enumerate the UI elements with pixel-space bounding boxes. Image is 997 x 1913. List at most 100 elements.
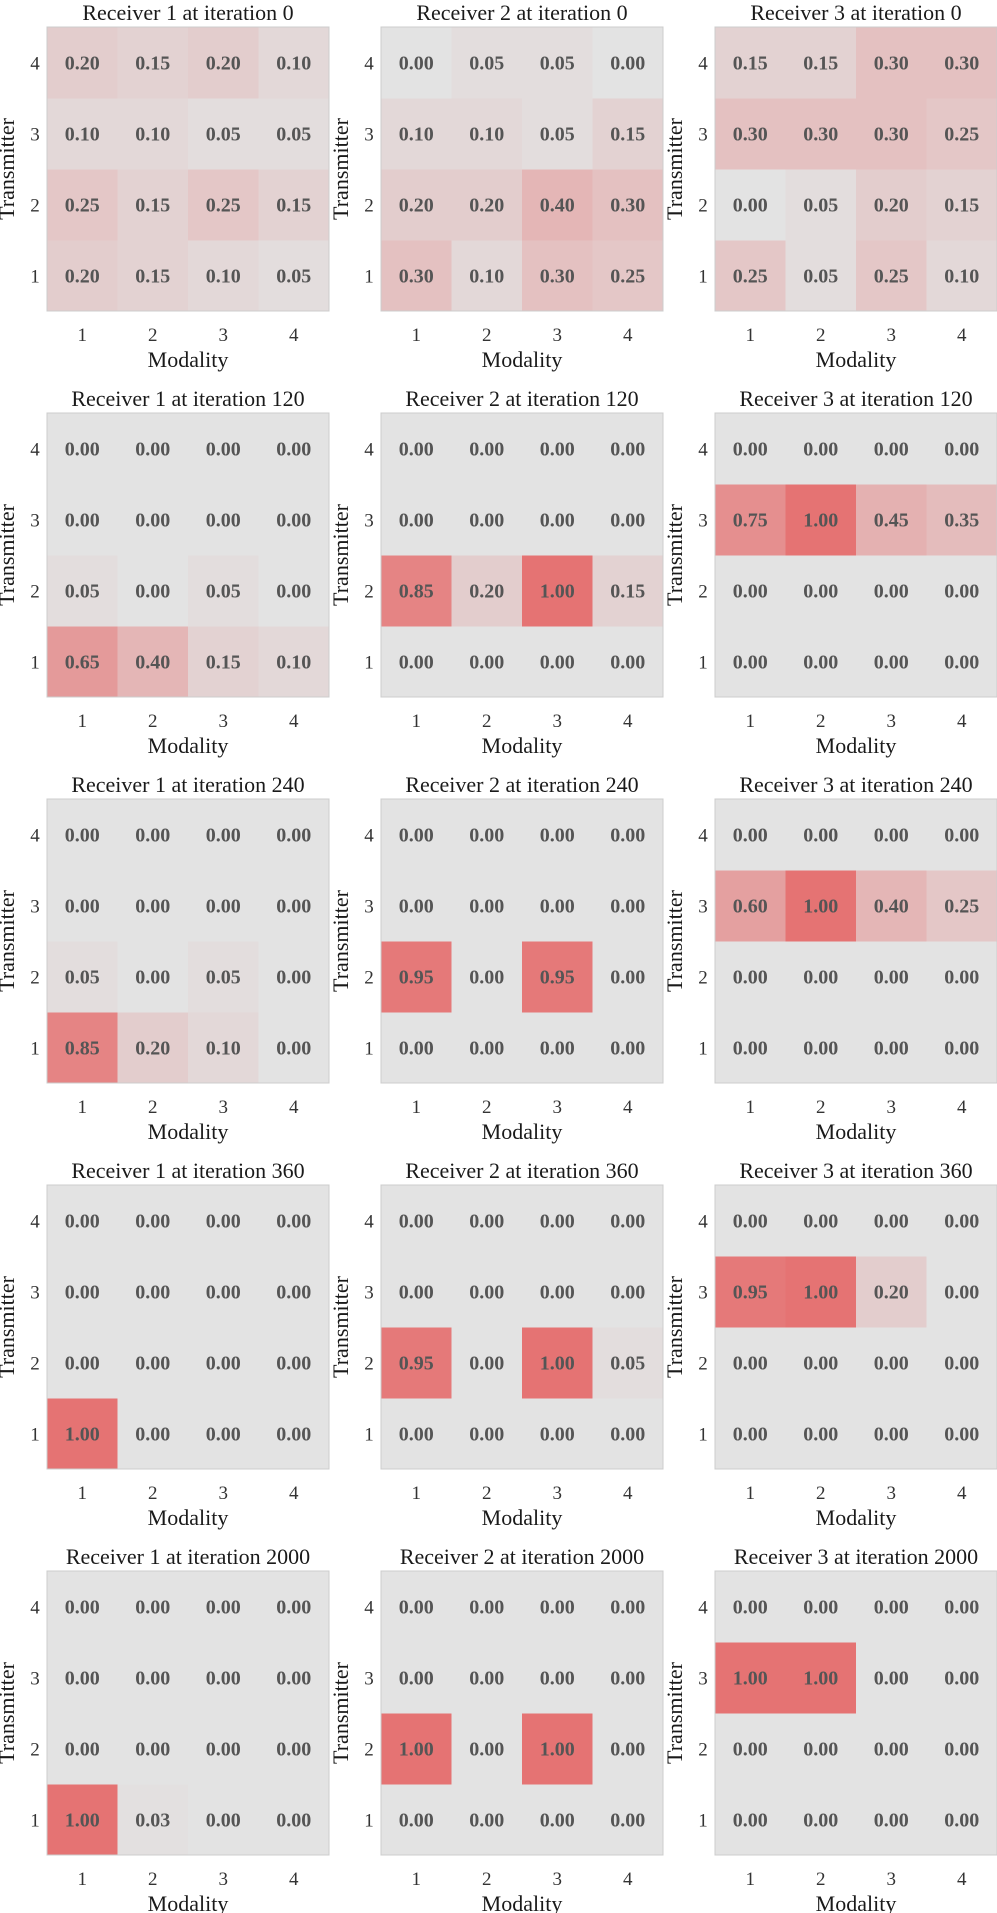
x-tick-label: 2 bbox=[816, 711, 826, 732]
y-tick-label: 3 bbox=[364, 897, 374, 918]
cell-value-label: 0.00 bbox=[733, 1810, 768, 1832]
y-tick-label: 2 bbox=[698, 968, 708, 989]
heatmap-cell bbox=[856, 27, 927, 99]
x-tick-label: 2 bbox=[482, 1869, 492, 1890]
cell-value-label: 0.25 bbox=[944, 896, 979, 918]
heatmap-cell bbox=[188, 413, 259, 485]
plot-frame bbox=[380, 26, 664, 312]
panel-title: Receiver 2 at iteration 0 bbox=[416, 0, 627, 25]
heatmap-cell bbox=[785, 1642, 857, 1714]
cell-value-label: 0.00 bbox=[733, 1353, 768, 1375]
cell-value-label: 0.10 bbox=[469, 124, 504, 146]
y-tick-label: 3 bbox=[30, 1669, 40, 1690]
x-tick-label: 3 bbox=[553, 1097, 563, 1118]
y-tick-label: 2 bbox=[364, 196, 374, 217]
cell-value-label: 0.00 bbox=[135, 510, 170, 532]
cell-value-label: 0.00 bbox=[874, 1597, 909, 1619]
heatmap-panel: Receiver 3 at iteration 360 0.00 0.00 0.00 0… bbox=[662, 1158, 997, 1530]
heatmap-cell bbox=[785, 941, 857, 1013]
x-axis-label: Modality bbox=[482, 347, 563, 372]
heatmap-cell bbox=[258, 1327, 330, 1399]
heatmap-panel: Receiver 1 at iteration 0 0.20 0.15 0.10 0.0… bbox=[0, 0, 330, 372]
cell-value-label: 0.05 bbox=[206, 124, 241, 146]
cell-value-label: 0.00 bbox=[944, 967, 979, 989]
cell-value-label: 0.00 bbox=[874, 1038, 909, 1060]
heatmap-cell bbox=[522, 98, 593, 170]
heatmap-cell bbox=[592, 98, 664, 170]
y-tick-label: 1 bbox=[364, 267, 374, 288]
cell-value-label: 0.00 bbox=[803, 1424, 838, 1446]
x-axis-label: Modality bbox=[816, 347, 897, 372]
heatmap-panel: Receiver 2 at iteration 120 0.00 0.00 0.00 0… bbox=[328, 386, 664, 758]
x-tick-label: 1 bbox=[746, 1483, 756, 1504]
heatmap-cell bbox=[856, 1571, 927, 1643]
heatmap-cell bbox=[522, 240, 593, 312]
heatmap-cell bbox=[381, 1398, 452, 1470]
x-tick-label: 4 bbox=[289, 711, 299, 732]
cell-value-label: 0.00 bbox=[944, 1211, 979, 1233]
y-tick-label: 2 bbox=[30, 196, 40, 217]
heatmap-cell bbox=[592, 870, 664, 942]
cell-value-label: 0.15 bbox=[803, 53, 838, 75]
x-tick-label: 1 bbox=[746, 325, 756, 346]
y-tick-label: 4 bbox=[698, 1212, 708, 1233]
y-axis-label: Transmitter bbox=[328, 1661, 353, 1764]
cell-value-label: 0.20 bbox=[65, 53, 100, 75]
heatmap-cell bbox=[592, 1012, 664, 1084]
cell-value-label: 0.00 bbox=[540, 1282, 575, 1304]
cell-value-label: 0.00 bbox=[135, 896, 170, 918]
y-tick-label: 2 bbox=[364, 1354, 374, 1375]
y-tick-label: 4 bbox=[364, 1598, 374, 1619]
cell-value-label: 0.20 bbox=[469, 581, 504, 603]
heatmap-cell bbox=[856, 1327, 927, 1399]
cell-value-label: 0.00 bbox=[874, 1424, 909, 1446]
y-tick-label: 3 bbox=[30, 1283, 40, 1304]
heatmap-panel: Receiver 2 at iteration 2000 0.00 0.00 0.00… bbox=[328, 1544, 664, 1913]
panel-title: Receiver 3 at iteration 120 bbox=[739, 386, 972, 411]
y-tick-label: 1 bbox=[364, 1425, 374, 1446]
heatmap-cell bbox=[381, 1784, 452, 1856]
cell-value-label: 0.00 bbox=[944, 1810, 979, 1832]
y-tick-label: 2 bbox=[698, 582, 708, 603]
heatmap-cell bbox=[522, 1327, 593, 1399]
y-axis-label: Transmitter bbox=[662, 889, 687, 992]
heatmap-cell bbox=[522, 1642, 593, 1714]
panel-title: Receiver 2 at iteration 2000 bbox=[400, 1544, 644, 1569]
heatmap-cell bbox=[258, 555, 330, 627]
cell-value-label: 0.00 bbox=[803, 1597, 838, 1619]
cell-value-label: 0.00 bbox=[803, 1038, 838, 1060]
heatmap-cell bbox=[926, 1642, 997, 1714]
cell-value-label: 0.10 bbox=[469, 266, 504, 288]
cell-value-label: 0.00 bbox=[469, 1668, 504, 1690]
heatmap-cell bbox=[926, 799, 997, 871]
x-tick-label: 4 bbox=[289, 1097, 299, 1118]
y-tick-label: 4 bbox=[30, 1598, 40, 1619]
heatmap-cell bbox=[856, 1642, 927, 1714]
y-axis-label: Transmitter bbox=[662, 503, 687, 606]
heatmap-cell bbox=[117, 1327, 189, 1399]
cell-value-label: 1.00 bbox=[65, 1424, 100, 1446]
heatmap-cell bbox=[592, 941, 664, 1013]
cell-value-label: 0.10 bbox=[206, 266, 241, 288]
x-tick-label: 3 bbox=[553, 325, 563, 346]
heatmap-cell bbox=[856, 1784, 927, 1856]
heatmap-cell bbox=[258, 413, 330, 485]
cell-value-label: 0.00 bbox=[610, 1424, 645, 1446]
cell-value-label: 0.60 bbox=[733, 896, 768, 918]
cell-value-label: 0.00 bbox=[65, 1597, 100, 1619]
heatmap-cell bbox=[258, 1642, 330, 1714]
heatmap-cell bbox=[451, 1012, 523, 1084]
cell-value-label: 0.00 bbox=[540, 1211, 575, 1233]
heatmap-cell bbox=[47, 1327, 118, 1399]
y-axis-label: Transmitter bbox=[328, 117, 353, 220]
heatmap-cell bbox=[47, 626, 118, 698]
x-axis-label: Modality bbox=[148, 347, 229, 372]
heatmap-cell bbox=[117, 799, 189, 871]
heatmap-cell bbox=[47, 870, 118, 942]
heatmap-cell bbox=[117, 1398, 189, 1470]
cell-value-label: 0.00 bbox=[469, 1211, 504, 1233]
x-axis-label: Modality bbox=[816, 1119, 897, 1144]
heatmap-cell bbox=[522, 169, 593, 241]
heatmap-cell bbox=[926, 1012, 997, 1084]
